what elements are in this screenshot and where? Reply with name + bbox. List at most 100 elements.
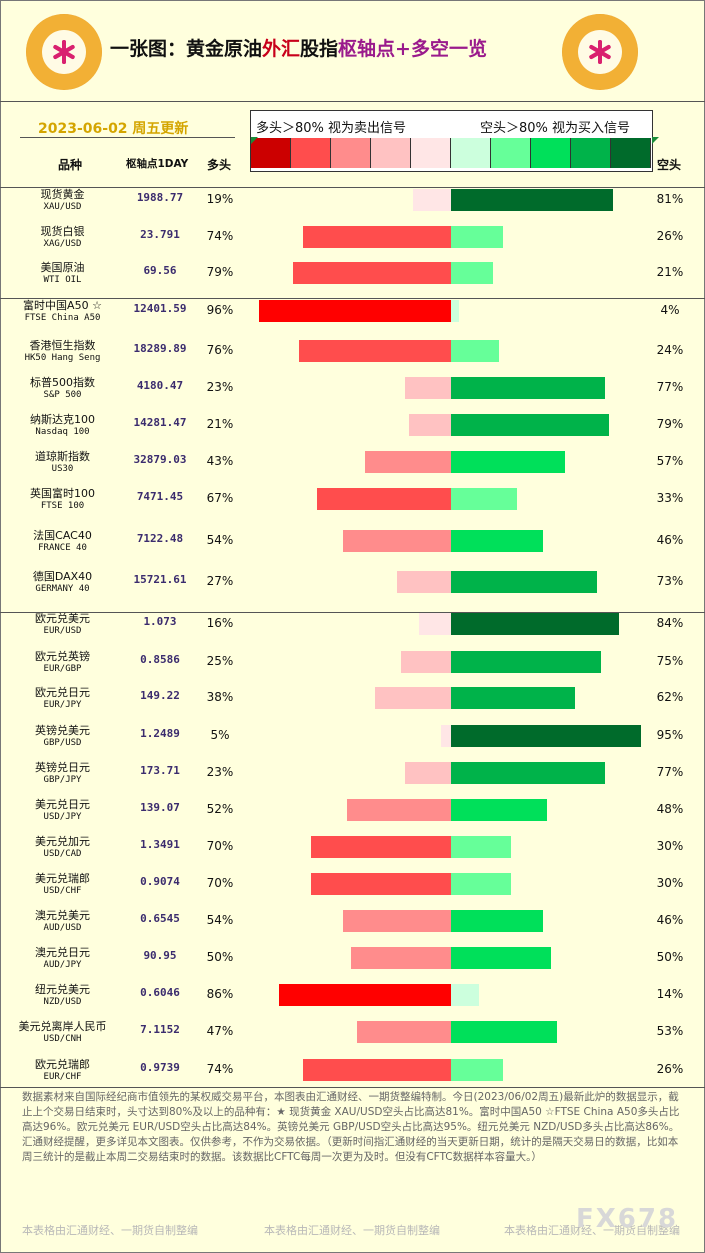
long-percent: 74% xyxy=(206,1062,234,1076)
item-pivot: 7122.48 xyxy=(136,532,184,545)
item-code: S&P 500 xyxy=(43,390,82,400)
short-percent: 30% xyxy=(656,839,684,853)
short-percent: 26% xyxy=(656,1062,684,1076)
item-pivot: 15721.61 xyxy=(133,573,187,586)
short-bar xyxy=(451,651,601,673)
long-percent: 19% xyxy=(206,192,234,206)
right-logo-emblem xyxy=(562,14,638,90)
item-pivot: 14281.47 xyxy=(133,416,187,429)
long-percent: 23% xyxy=(206,765,234,779)
item-code: EUR/JPY xyxy=(43,700,82,710)
long-percent: 47% xyxy=(206,1024,234,1038)
item-name: 现货黄金 xyxy=(40,188,85,201)
item-name: 澳元兑美元 xyxy=(35,909,90,922)
short-percent: 21% xyxy=(656,265,684,279)
short-bar xyxy=(451,262,493,284)
item-code: AUD/USD xyxy=(43,923,82,933)
short-bar xyxy=(451,799,547,821)
short-bar xyxy=(451,488,517,510)
short-bar xyxy=(451,836,511,858)
item-pivot: 0.6545 xyxy=(140,912,180,925)
item-code: GBP/USD xyxy=(43,738,82,748)
long-percent: 70% xyxy=(206,839,234,853)
item-code: HK50 Hang Seng xyxy=(24,353,101,363)
item-name: 纽元兑美元 xyxy=(35,983,90,996)
title-part-d: 枢轴点+多空一览 xyxy=(338,38,487,60)
item-name: 美元兑加元 xyxy=(35,835,90,848)
long-percent: 70% xyxy=(206,876,234,890)
short-bar xyxy=(451,414,609,436)
short-bar xyxy=(451,947,551,969)
legend-swatch xyxy=(411,138,451,168)
footer-credit-right: 本表格由汇通财经、一期货自制整编 xyxy=(504,1224,680,1237)
item-code: GERMANY 40 xyxy=(35,584,90,594)
short-bar xyxy=(451,300,459,322)
short-bar xyxy=(451,762,605,784)
item-name: 欧元兑瑞郎 xyxy=(35,1058,90,1071)
long-bar xyxy=(279,984,451,1006)
long-percent: 5% xyxy=(210,728,230,742)
long-percent: 23% xyxy=(206,380,234,394)
long-bar xyxy=(343,530,451,552)
legend-left-text: 多头＞80% 视为卖出信号 xyxy=(256,121,407,136)
date-underline xyxy=(20,137,235,138)
long-percent: 79% xyxy=(206,265,234,279)
short-percent: 14% xyxy=(656,987,684,1001)
legend-right-text: 空头＞80% 视为买入信号 xyxy=(480,121,631,136)
col-header-long: 多头 xyxy=(207,158,232,172)
item-code: NZD/USD xyxy=(43,997,82,1007)
long-percent: 16% xyxy=(206,616,234,630)
long-bar xyxy=(303,1059,451,1081)
long-bar xyxy=(397,571,451,593)
short-bar xyxy=(451,1059,503,1081)
long-bar xyxy=(365,451,451,473)
item-name: 欧元兑美元 xyxy=(35,612,90,625)
short-bar xyxy=(451,571,597,593)
short-percent: 73% xyxy=(656,574,684,588)
long-bar xyxy=(293,262,451,284)
short-percent: 46% xyxy=(656,533,684,547)
item-code: USD/JPY xyxy=(43,812,82,822)
title-part-b: 外汇 xyxy=(262,38,301,60)
legend-swatch xyxy=(491,138,531,168)
item-code: FTSE 100 xyxy=(40,501,85,511)
legend-swatch xyxy=(611,138,651,168)
item-name: 标普500指数 xyxy=(30,376,95,389)
table-top-divider xyxy=(0,187,705,188)
long-bar xyxy=(441,725,451,747)
short-percent: 81% xyxy=(656,192,684,206)
group-divider-forex xyxy=(0,612,705,613)
short-percent: 26% xyxy=(656,229,684,243)
item-code: XAU/USD xyxy=(43,202,82,212)
short-bar xyxy=(451,687,575,709)
short-bar xyxy=(451,530,543,552)
item-pivot: 1.2489 xyxy=(140,727,180,740)
item-pivot: 173.71 xyxy=(140,764,180,777)
long-percent: 54% xyxy=(206,533,234,547)
short-percent: 4% xyxy=(660,303,680,317)
footer-credit-middle: 本表格由汇通财经、一期货自制整编 xyxy=(264,1224,440,1237)
item-name: 英镑兑美元 xyxy=(35,724,90,737)
item-name: 美国原油 xyxy=(40,261,85,274)
item-pivot: 4180.47 xyxy=(136,379,184,392)
short-percent: 95% xyxy=(656,728,684,742)
item-name: 美元兑离岸人民币 xyxy=(18,1020,107,1033)
item-name: 英国富时100 xyxy=(30,487,95,500)
long-percent: 50% xyxy=(206,950,234,964)
short-percent: 24% xyxy=(656,343,684,357)
item-pivot: 7471.45 xyxy=(136,490,184,503)
item-name: 德国DAX40 xyxy=(32,570,93,583)
long-bar xyxy=(357,1021,451,1043)
short-bar xyxy=(451,340,499,362)
short-bar xyxy=(451,910,543,932)
long-bar xyxy=(311,836,451,858)
long-bar xyxy=(259,300,451,322)
item-name: 纳斯达克100 xyxy=(30,413,95,426)
item-pivot: 23.791 xyxy=(140,228,180,241)
title-part-a: 一张图：黄金原油 xyxy=(110,38,263,60)
long-bar xyxy=(419,613,451,635)
item-pivot: 1.073 xyxy=(143,615,177,628)
item-pivot: 0.9074 xyxy=(140,875,180,888)
item-code: USD/CNH xyxy=(43,1034,82,1044)
long-percent: 86% xyxy=(206,987,234,1001)
